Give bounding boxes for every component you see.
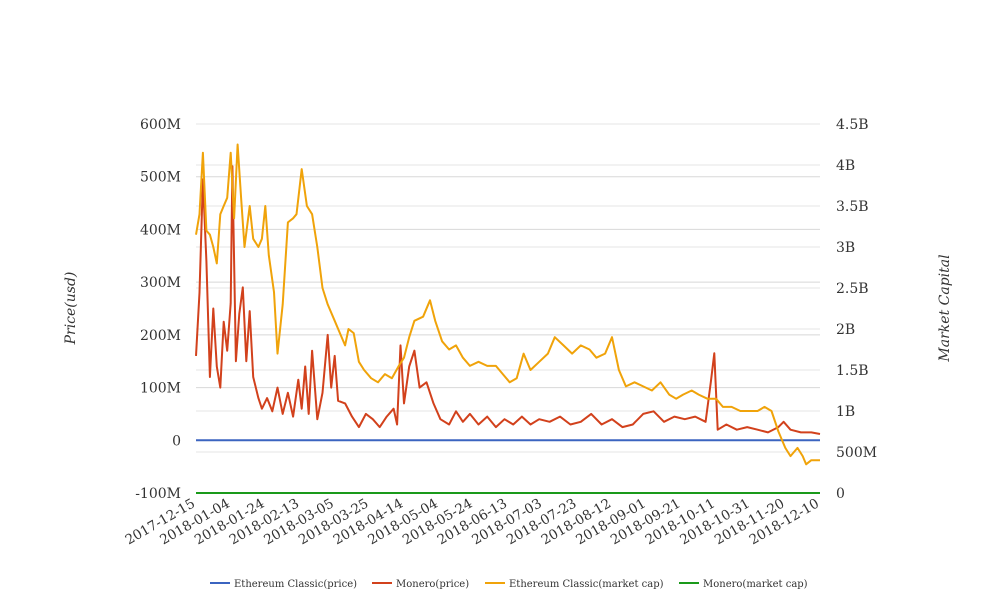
y-right-tick-label: 4.5B bbox=[836, 117, 869, 133]
y-left-tick-label: 500M bbox=[140, 170, 181, 186]
legend-label: Monero(price) bbox=[396, 579, 469, 590]
legend-label: Ethereum Classic(price) bbox=[234, 579, 357, 590]
grid-lines bbox=[196, 123, 820, 494]
series-lines bbox=[195, 143, 821, 494]
y-right-tick-label: 2B bbox=[836, 322, 855, 338]
y-right-tick-label: 1B bbox=[836, 404, 855, 420]
y-axis-right-ticks: 0 500M 1B 1.5B 2B 2.5B 3B 3.5B 4B 4.5B bbox=[836, 117, 877, 502]
y-left-tick-label: 200M bbox=[140, 328, 181, 344]
y-right-tick-label: 1.5B bbox=[836, 363, 869, 379]
y-axis-right-title: Market Capital bbox=[937, 254, 953, 362]
y-left-tick-label: 0 bbox=[172, 433, 181, 449]
series-monero-price bbox=[195, 165, 821, 435]
y-left-tick-label: -100M bbox=[135, 486, 181, 502]
x-axis-ticks: 2017-12-152018-01-042018-01-242018-02-13… bbox=[123, 496, 822, 549]
y-right-tick-label: 0 bbox=[836, 486, 845, 502]
y-right-tick-label: 4B bbox=[836, 158, 855, 174]
y-left-tick-label: 600M bbox=[140, 117, 181, 133]
legend-label: Monero(market cap) bbox=[703, 579, 808, 590]
y-right-tick-label: 500M bbox=[836, 445, 877, 461]
legend: Ethereum Classic(price) Monero(price) Ethe… bbox=[210, 579, 808, 590]
y-right-tick-label: 2.5B bbox=[836, 281, 869, 297]
legend-label: Ethereum Classic(market cap) bbox=[509, 579, 664, 590]
y-left-tick-label: 400M bbox=[140, 222, 181, 238]
y-right-tick-label: 3.5B bbox=[836, 199, 869, 215]
y-left-tick-label: 300M bbox=[140, 275, 181, 291]
y-axis-left-ticks: -100M 0 100M 200M 300M 400M 500M 600M bbox=[135, 117, 181, 502]
y-left-tick-label: 100M bbox=[140, 381, 181, 397]
y-axis-left-title: Price(usd) bbox=[63, 272, 79, 346]
y-right-tick-label: 3B bbox=[836, 240, 855, 256]
series-ethereum-classic-market-cap bbox=[195, 143, 820, 466]
